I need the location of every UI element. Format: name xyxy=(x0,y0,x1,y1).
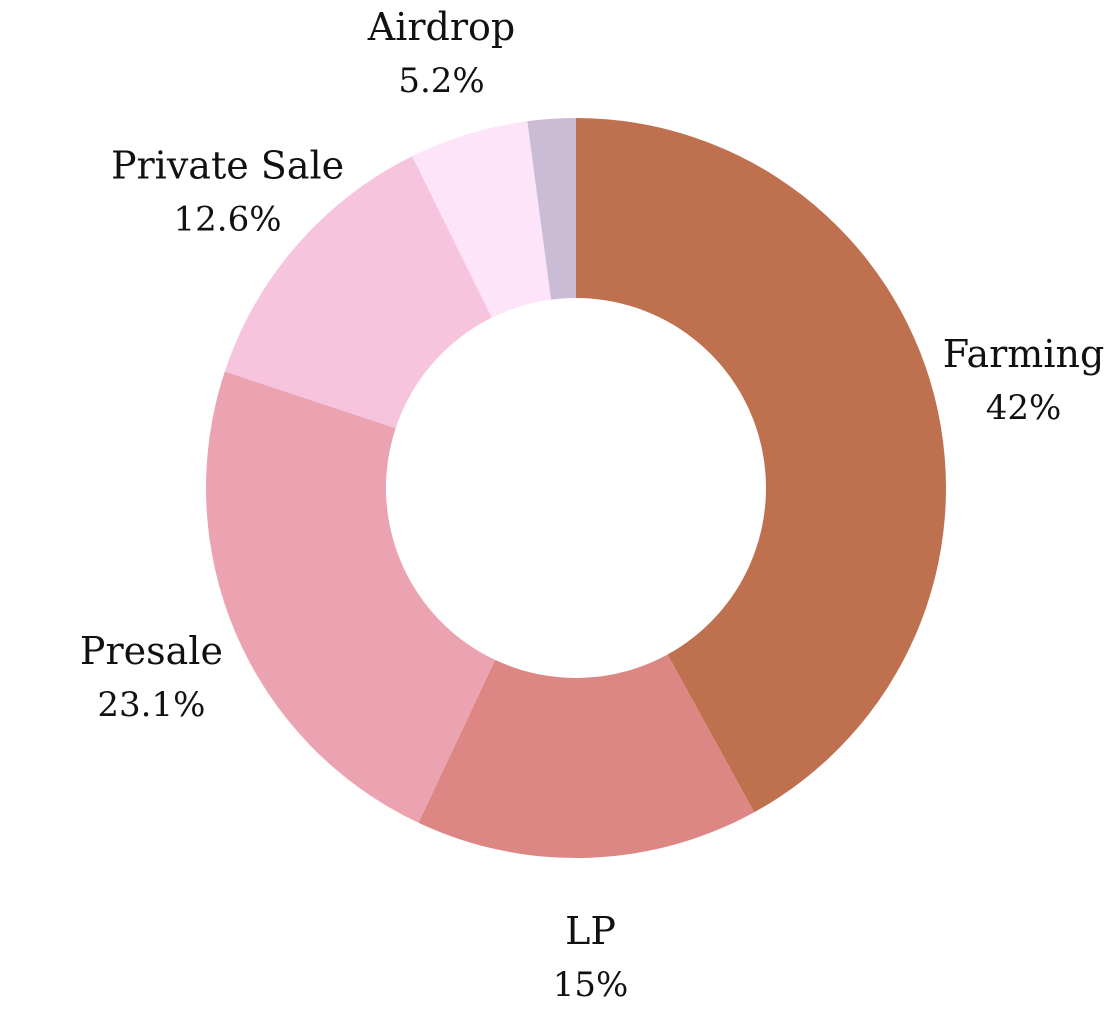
label-lp: LP 15% xyxy=(553,909,629,1005)
slice-label-percent: 5.2% xyxy=(398,61,484,101)
label-farming: Farming 42% xyxy=(943,332,1105,428)
slice-private-sale xyxy=(224,156,492,429)
labels-layer: Farming 42% LP 15% Presale 23.1% Private Sale 1… xyxy=(80,5,1104,1005)
slice-label-name: LP xyxy=(565,909,616,953)
slice-label-name: Farming xyxy=(943,332,1105,376)
label-airdrop: Airdrop 5.2% xyxy=(367,5,515,101)
label-private-sale: Private Sale 12.6% xyxy=(111,144,344,240)
slice-label-name: Airdrop xyxy=(367,5,515,49)
slice-unlabeled xyxy=(527,118,576,300)
slice-label-percent: 42% xyxy=(986,388,1062,428)
slice-presale xyxy=(205,371,496,823)
slice-label-percent: 23.1% xyxy=(97,685,205,725)
slice-label-name: Presale xyxy=(80,629,223,673)
slice-airdrop xyxy=(412,121,552,318)
slice-label-percent: 12.6% xyxy=(174,200,282,240)
slices-layer xyxy=(205,118,946,859)
label-presale: Presale 23.1% xyxy=(80,629,223,725)
slice-farming xyxy=(576,118,946,813)
slice-label-percent: 15% xyxy=(553,965,629,1005)
slice-label-name: Private Sale xyxy=(111,144,344,188)
slice-lp xyxy=(418,654,755,859)
